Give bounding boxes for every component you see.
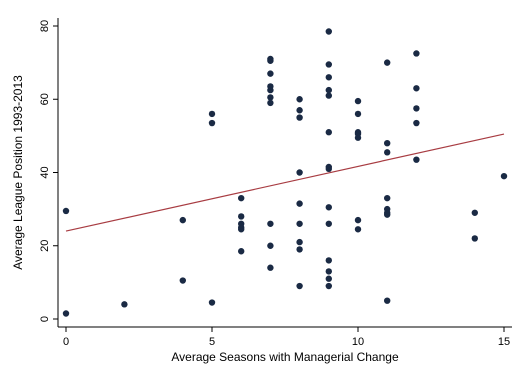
data-point [413,105,420,112]
data-point [384,297,391,304]
data-point [354,134,362,141]
data-point [296,238,303,246]
data-point [354,97,362,105]
data-point [296,246,303,253]
data-point [471,235,478,242]
data-point [384,140,391,147]
data-points [62,28,508,317]
data-point [325,74,332,81]
data-point [267,99,274,107]
data-point [296,220,303,227]
data-point [296,96,303,103]
data-point [413,50,420,57]
x-tick-label: 0 [63,336,69,348]
data-point [179,277,186,284]
data-point [413,119,420,127]
data-point [354,226,362,233]
data-point [62,207,70,215]
y-axis-title: Average League Position 1993-2013 [11,75,25,270]
fit-line-layer [65,133,505,232]
data-point [296,200,303,207]
data-point [325,61,332,68]
data-point [325,86,332,94]
data-point [413,85,420,92]
y-tick-label: 80 [39,20,51,32]
data-point [325,129,332,136]
data-point [208,119,216,127]
y-axis: 0 20 40 60 80 [39,18,59,327]
data-point [325,282,332,290]
x-tick-label: 10 [352,336,364,348]
data-point [267,70,274,77]
y-tick-label: 0 [39,316,51,322]
y-tick-label: 60 [39,93,51,105]
data-point [208,110,216,118]
fit-line [65,133,505,232]
data-point [500,172,508,180]
data-point [296,114,303,121]
data-point [384,194,391,202]
y-tick-label: 20 [39,240,51,252]
data-point [267,264,274,271]
data-point [62,310,70,317]
data-point [413,156,420,163]
data-point [267,86,274,94]
data-point [325,275,332,282]
data-point [384,59,391,66]
x-axis-title: Average Seasons with Managerial Change [171,350,399,364]
data-point [325,220,332,227]
data-point [471,209,478,216]
data-point [121,301,128,308]
data-point [354,110,362,118]
data-point [325,165,332,173]
data-point [238,248,245,255]
data-point [267,242,274,249]
data-point [296,282,303,290]
data-point [296,107,303,114]
data-point [325,28,332,35]
data-point [238,226,245,233]
plot-area [58,18,512,327]
data-point [238,213,245,220]
data-point [267,57,274,64]
data-point [267,94,274,101]
data-point [238,194,245,202]
x-tick-label: 15 [498,336,510,348]
data-point [267,220,274,227]
x-tick-label: 5 [209,336,215,348]
data-point [179,216,186,224]
data-point [354,216,362,224]
data-point [325,204,332,211]
data-point [325,268,332,275]
plot-background [58,18,512,327]
data-point [208,299,216,306]
y-tick-label: 40 [39,166,51,178]
data-point [384,211,391,218]
x-axis: 0 5 10 15 [58,326,512,348]
data-point [325,92,332,99]
data-point [296,169,303,176]
data-point [384,149,391,156]
data-point [325,257,332,264]
